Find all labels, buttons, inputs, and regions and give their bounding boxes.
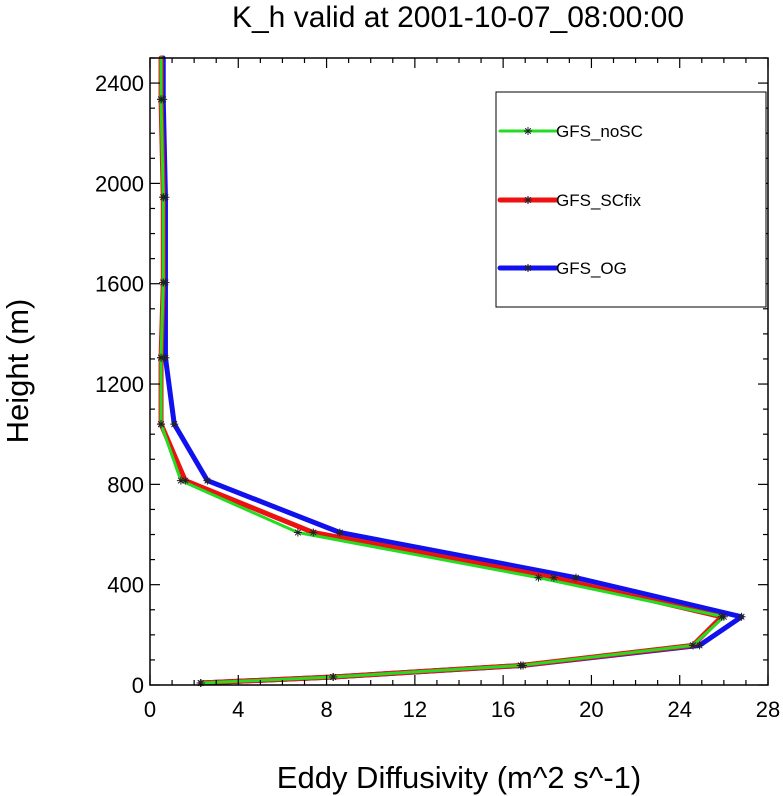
y-tick-label: 800 (107, 472, 144, 497)
legend-marker (524, 196, 532, 204)
data-point-marker (157, 353, 166, 362)
data-point-marker (549, 573, 558, 582)
data-point-marker (516, 661, 525, 670)
data-point-marker (688, 641, 697, 650)
data-point-marker (159, 278, 168, 287)
axis-ticks (149, 57, 769, 686)
y-tick-label: 2400 (95, 71, 144, 96)
x-tick-label: 28 (756, 697, 780, 722)
x-tick-label: 8 (320, 697, 332, 722)
data-point-marker (170, 420, 179, 429)
data-point-marker (737, 612, 746, 621)
data-point-marker (309, 528, 318, 537)
y-tick-label: 1200 (95, 372, 144, 397)
data-point-marker (157, 420, 166, 429)
x-tick-label: 12 (403, 697, 427, 722)
data-point-marker (293, 528, 302, 537)
data-point-marker (181, 476, 190, 485)
legend-label-GFS_SCfix: GFS_SCfix (556, 191, 642, 210)
legend: GFS_noSC GFS_SCfix GFS_OG (495, 91, 767, 308)
data-point-marker (534, 573, 543, 582)
y-tick-label: 1600 (95, 272, 144, 297)
legend-marker (524, 127, 532, 135)
x-tick-label: 24 (667, 697, 691, 722)
chart-title: K_h valid at 2001-10-07_08:00:00 (232, 1, 684, 34)
y-axis-title: Height (m) (0, 299, 35, 444)
data-point-marker (159, 193, 168, 202)
series-layer (157, 55, 746, 687)
legend-label-GFS_noSC: GFS_noSC (556, 122, 643, 141)
data-point-marker (157, 95, 166, 104)
x-tick-label: 0 (144, 697, 156, 722)
y-tick-label: 2000 (95, 171, 144, 196)
data-point-marker (161, 353, 170, 362)
data-point-marker (571, 573, 580, 582)
y-tick-label: 0 (132, 673, 144, 698)
legend-label-GFS_OG: GFS_OG (556, 259, 627, 278)
x-tick-label: 16 (491, 697, 515, 722)
x-tick-label: 4 (232, 697, 244, 722)
data-point-marker (203, 476, 212, 485)
series-line-GFS_noSC (159, 56, 726, 685)
axis-tick-labels: 0 4 8 12 16 20 24 28 0 400 800 1200 1600 2000 2400 (95, 71, 780, 722)
data-point-marker (329, 672, 338, 681)
legend-items: GFS_noSC GFS_SCfix GFS_OG (497, 122, 643, 278)
y-tick-label: 400 (107, 573, 144, 598)
data-point-marker (176, 476, 185, 485)
data-point-marker (335, 528, 344, 537)
legend-marker (524, 264, 532, 272)
data-point-marker (719, 612, 728, 621)
data-point-marker (196, 678, 205, 687)
x-axis-title: Eddy Diffusivity (m^2 s^-1) (277, 760, 641, 795)
data-point-marker (695, 641, 704, 650)
x-tick-label: 20 (579, 697, 603, 722)
